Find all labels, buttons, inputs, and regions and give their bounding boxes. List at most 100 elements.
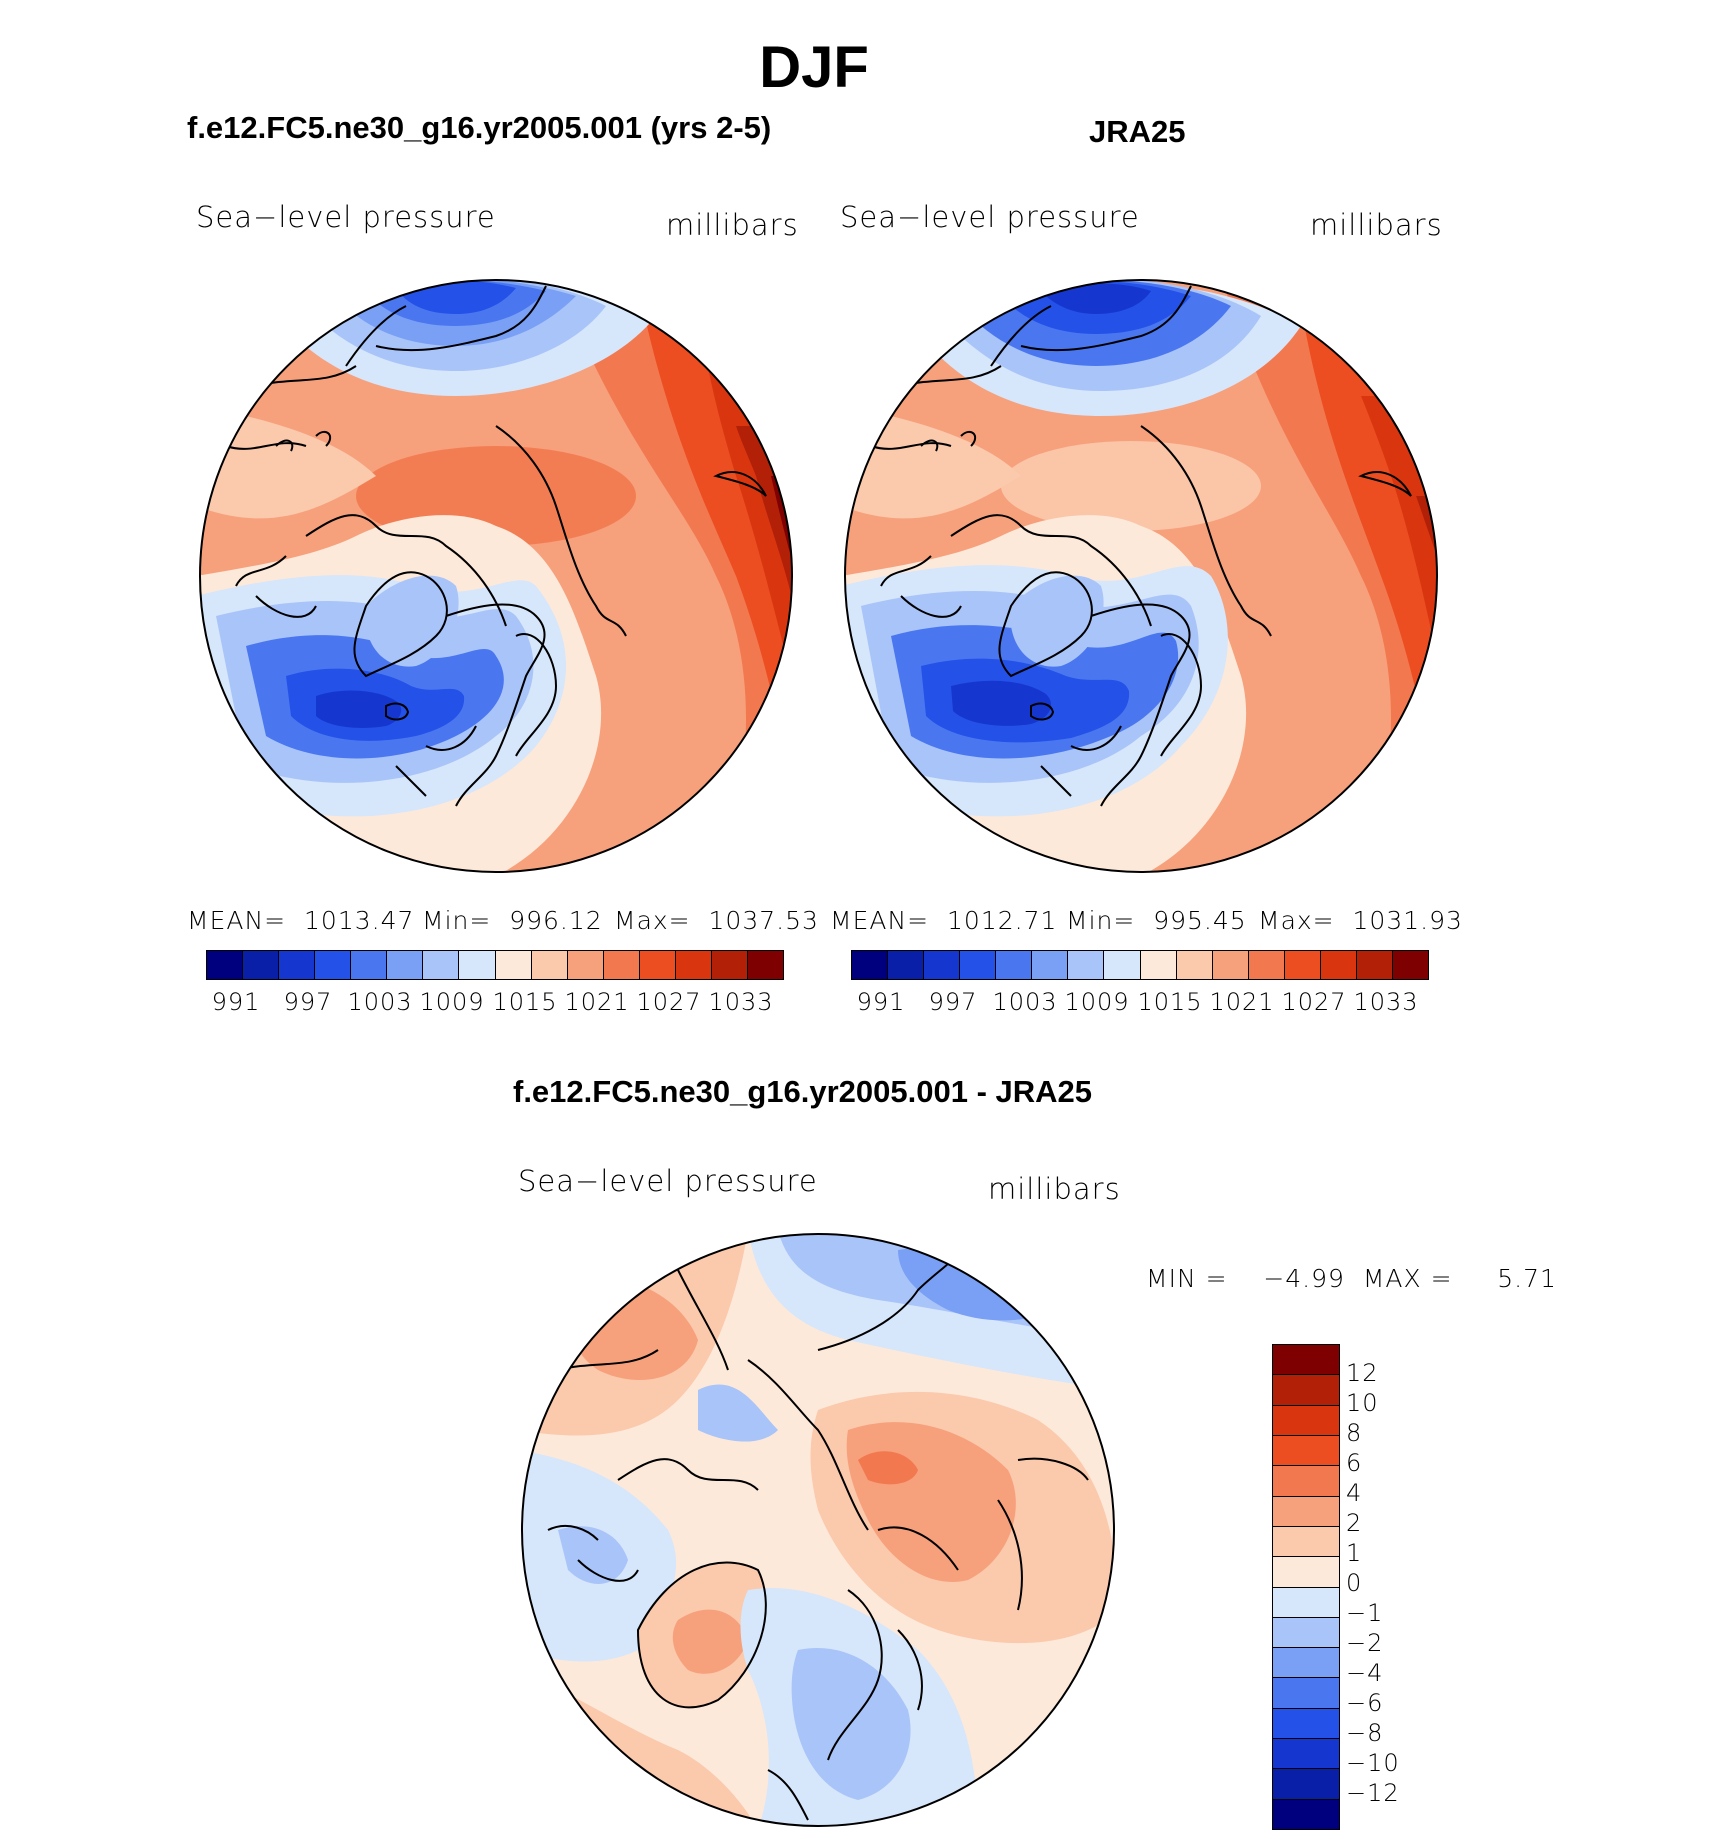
colorbar-swatch — [1273, 1404, 1339, 1435]
cb2-tick: 997 — [928, 988, 978, 1016]
panel-1-units-label: millibars — [666, 208, 799, 242]
cb3-tick: −8 — [1346, 1719, 1384, 1747]
colorbar-swatch — [386, 951, 423, 979]
panel-2-max: Max= 1031.93 — [1258, 906, 1463, 935]
colorbar-swatch — [1211, 951, 1248, 979]
cb1-tick: 1009 — [419, 988, 485, 1016]
colorbar-swatch — [1273, 1434, 1339, 1466]
cb3-tick: −4 — [1346, 1659, 1384, 1687]
colorbar-swatch — [1273, 1525, 1339, 1557]
colorbar-swatch — [1273, 1616, 1339, 1648]
colorbar-swatch — [1273, 1738, 1339, 1769]
cb3-tick: −1 — [1346, 1599, 1384, 1627]
panel-1-mean: MEAN= 1013.47 — [187, 906, 415, 935]
cb2-tick: 1021 — [1209, 988, 1275, 1016]
colorbar-swatch — [602, 951, 639, 979]
cb3-tick: −12 — [1346, 1779, 1400, 1807]
colorbar-swatch — [1273, 1768, 1339, 1799]
panel-2-variable-label: Sea−level pressure — [840, 200, 1140, 234]
colorbar-swatch — [1283, 951, 1320, 979]
colorbar-swatch — [995, 951, 1032, 979]
cb3-tick: 6 — [1346, 1449, 1363, 1477]
panel-1-title: f.e12.FC5.ne30_g16.yr2005.001 (yrs 2-5) — [187, 110, 772, 145]
colorbar-swatch — [1273, 1586, 1339, 1617]
panel-1-colorbar — [206, 950, 784, 980]
colorbar-swatch — [1391, 951, 1428, 979]
panel-3-minmax: MIN = −4.99 MAX = 5.71 — [1146, 1264, 1557, 1293]
colorbar-swatch — [314, 951, 351, 979]
colorbar-swatch — [458, 951, 495, 979]
colorbar-swatch — [1273, 1556, 1339, 1587]
panel-1-colorbar-labels: 991 997 1003 1009 1015 1021 1027 1033 — [206, 988, 784, 1018]
panel-3-title: f.e12.FC5.ne30_g16.yr2005.001 - JRA25 — [513, 1074, 1093, 1109]
cb2-tick: 1003 — [992, 988, 1058, 1016]
colorbar-swatch — [494, 951, 531, 979]
colorbar-swatch — [1273, 1707, 1339, 1739]
panel-2-title: JRA25 — [1089, 114, 1186, 149]
colorbar-swatch — [852, 951, 888, 979]
panel-3-polar-map — [521, 1233, 1115, 1827]
colorbar-swatch — [1273, 1798, 1339, 1829]
panel-2-colorbar — [851, 950, 1429, 980]
panel-1-variable-label: Sea−level pressure — [196, 200, 496, 234]
cb2-tick: 1009 — [1064, 988, 1130, 1016]
colorbar-swatch — [1139, 951, 1176, 979]
panel-2-mean: MEAN= 1012.71 — [830, 906, 1058, 935]
colorbar-swatch — [1273, 1374, 1339, 1405]
cb3-tick: 10 — [1346, 1389, 1379, 1417]
colorbar-swatch — [1103, 951, 1140, 979]
colorbar-swatch — [674, 951, 711, 979]
colorbar-swatch — [422, 951, 459, 979]
cb3-tick: −6 — [1346, 1689, 1384, 1717]
colorbar-swatch — [710, 951, 747, 979]
panel-3-variable-label: Sea−level pressure — [518, 1164, 818, 1198]
colorbar-swatch — [207, 951, 243, 979]
cb1-tick: 991 — [211, 988, 261, 1016]
panel-1-max: Max= 1037.53 — [614, 906, 819, 935]
colorbar-swatch — [566, 951, 603, 979]
colorbar-swatch — [278, 951, 315, 979]
panel-3-colorbar — [1272, 1344, 1340, 1830]
colorbar-swatch — [887, 951, 924, 979]
cb3-tick: −10 — [1346, 1749, 1400, 1777]
cb1-tick: 1027 — [636, 988, 702, 1016]
colorbar-swatch — [1355, 951, 1392, 979]
cb1-tick: 1021 — [564, 988, 630, 1016]
cb1-tick: 1033 — [708, 988, 774, 1016]
panel-2-colorbar-labels: 991 997 1003 1009 1015 1021 1027 1033 — [851, 988, 1429, 1018]
colorbar-swatch — [1319, 951, 1356, 979]
colorbar-swatch — [1067, 951, 1104, 979]
colorbar-swatch — [530, 951, 567, 979]
colorbar-swatch — [1273, 1465, 1339, 1496]
panel-3-units-label: millibars — [988, 1172, 1121, 1206]
colorbar-swatch — [1273, 1677, 1339, 1708]
colorbar-swatch — [1273, 1345, 1339, 1375]
cb1-tick: 997 — [283, 988, 333, 1016]
cb1-tick: 1003 — [347, 988, 413, 1016]
cb3-tick: 8 — [1346, 1419, 1363, 1447]
panel-2-polar-map — [844, 279, 1438, 873]
colorbar-swatch — [1273, 1647, 1339, 1678]
panel-3-colorbar-labels: 12 10 8 6 4 2 1 0 −1 −2 −4 −6 −8 −10 −12 — [1346, 1344, 1436, 1830]
colorbar-swatch — [1247, 951, 1284, 979]
colorbar-swatch — [1031, 951, 1068, 979]
cb2-tick: 1033 — [1353, 988, 1419, 1016]
cb3-tick: 4 — [1346, 1479, 1363, 1507]
cb3-tick: 0 — [1346, 1569, 1363, 1597]
cb3-tick: 12 — [1346, 1359, 1379, 1387]
colorbar-swatch — [959, 951, 996, 979]
cb2-tick: 1015 — [1137, 988, 1203, 1016]
colorbar-swatch — [746, 951, 783, 979]
colorbar-swatch — [350, 951, 387, 979]
colorbar-swatch — [638, 951, 675, 979]
colorbar-swatch — [1273, 1495, 1339, 1526]
cb1-tick: 1015 — [492, 988, 558, 1016]
colorbar-swatch — [242, 951, 279, 979]
cb2-tick: 1027 — [1281, 988, 1347, 1016]
cb3-tick: 1 — [1346, 1539, 1363, 1567]
panel-1-polar-map — [199, 279, 793, 873]
figure-title: DJF — [759, 35, 869, 100]
panel-2-min: Min= 995.45 — [1066, 906, 1247, 935]
panel-2-units-label: millibars — [1310, 208, 1443, 242]
panel-1-min: Min= 996.12 — [422, 906, 603, 935]
